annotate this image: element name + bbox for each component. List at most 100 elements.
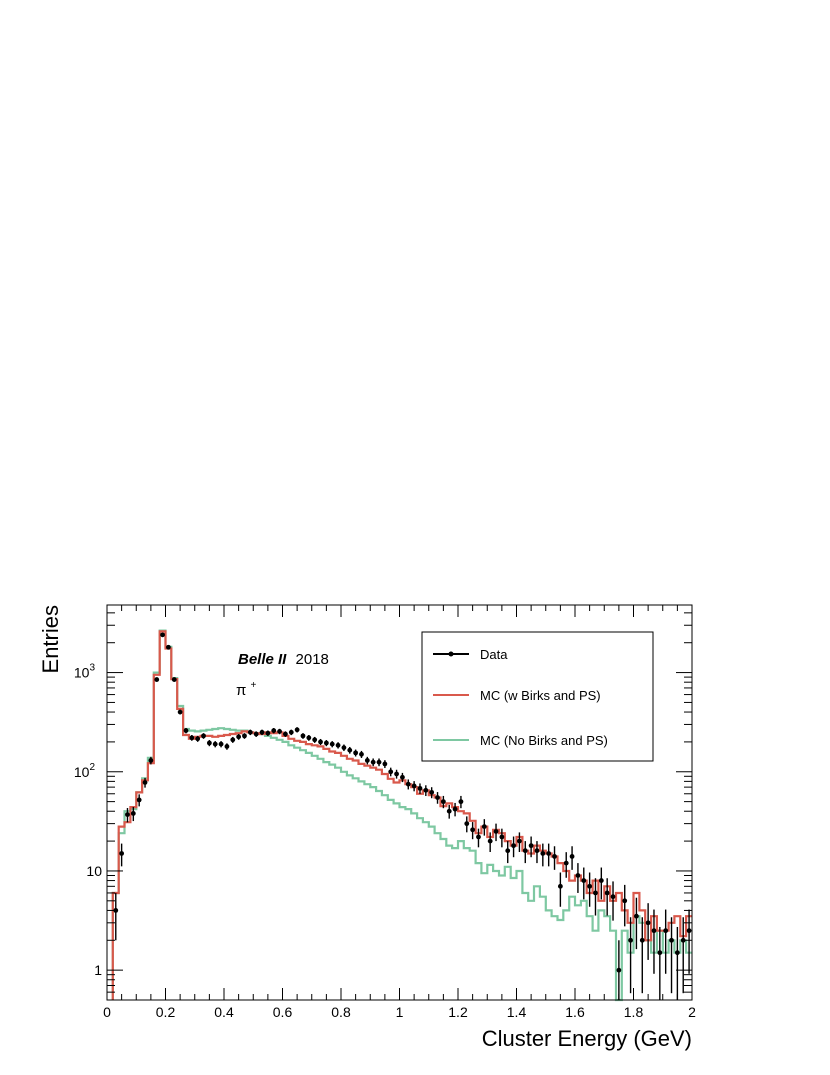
point-marker — [283, 731, 288, 737]
data-point — [528, 836, 534, 858]
point-marker — [669, 937, 674, 943]
point-marker — [359, 751, 364, 757]
data-point — [242, 733, 247, 739]
mc-histograms — [111, 629, 692, 1002]
point-marker — [563, 860, 569, 866]
data-point — [622, 884, 628, 927]
point-marker — [201, 733, 206, 739]
data-point — [593, 878, 598, 916]
data-point — [429, 787, 435, 799]
point-marker — [154, 677, 160, 682]
data-point — [329, 741, 335, 748]
x-tick-label: 1.2 — [448, 1004, 468, 1020]
data-point — [364, 756, 370, 765]
data-point — [552, 846, 557, 870]
data-point — [610, 881, 616, 921]
x-tick-label: 0 — [103, 1004, 111, 1020]
point-marker — [242, 733, 247, 739]
data-point — [587, 872, 593, 907]
data-point — [575, 863, 581, 893]
point-marker — [177, 709, 183, 715]
point-marker — [645, 920, 651, 926]
point-marker — [440, 799, 446, 805]
data-point — [247, 729, 253, 736]
data-point — [148, 756, 154, 765]
data-point — [277, 728, 282, 735]
histogram-mc-no-birks — [111, 629, 692, 1002]
data-point — [400, 772, 405, 783]
y-tick-label: 103 — [74, 663, 96, 681]
data-point — [405, 779, 411, 790]
data-point — [166, 644, 171, 650]
point-marker — [247, 729, 253, 735]
point-marker — [341, 745, 347, 751]
point-marker — [622, 898, 628, 904]
data-point — [511, 836, 516, 858]
data-point — [534, 841, 540, 864]
point-marker — [382, 761, 388, 767]
point-marker — [552, 854, 557, 859]
x-tick-label: 0.8 — [331, 1004, 351, 1020]
point-marker — [253, 731, 259, 737]
data-point — [212, 741, 218, 748]
point-marker — [400, 774, 405, 780]
point-marker — [376, 759, 382, 765]
data-point — [335, 742, 341, 749]
point-marker — [335, 742, 341, 748]
point-marker — [540, 851, 546, 856]
point-marker — [329, 741, 335, 747]
data-point — [388, 767, 394, 777]
y-tick-exponent: 3 — [89, 663, 95, 674]
point-marker — [481, 824, 487, 829]
y-tick-exponent: 2 — [89, 762, 95, 773]
x-axis-title: Cluster Energy (GeV) — [482, 1026, 692, 1051]
y-tick-label: 10 — [86, 863, 102, 879]
point-marker — [212, 741, 218, 747]
x-tick-label: 0.6 — [273, 1004, 293, 1020]
y-tick-base: 1 — [94, 962, 102, 978]
data-point — [376, 758, 382, 767]
data-point — [423, 785, 429, 797]
particle-symbol: π — [236, 682, 246, 699]
data-point — [341, 744, 347, 752]
point-marker — [598, 878, 604, 883]
data-point — [499, 828, 505, 848]
x-tick-label: 1.6 — [565, 1004, 585, 1020]
x-tick-label: 1.4 — [507, 1004, 527, 1020]
point-marker — [142, 780, 148, 785]
data-points — [113, 632, 692, 1000]
point-marker — [405, 781, 411, 787]
point-marker — [113, 908, 119, 913]
y-axis-title: Entries — [38, 605, 63, 673]
data-point — [142, 777, 148, 788]
data-point — [464, 816, 470, 833]
data-point — [476, 828, 481, 848]
point-marker — [148, 758, 154, 763]
point-marker — [616, 967, 622, 973]
point-marker — [277, 729, 282, 734]
point-marker — [522, 848, 528, 854]
point-marker — [528, 843, 534, 849]
point-marker — [651, 928, 657, 934]
y-tick-base: 10 — [74, 764, 90, 780]
experiment-year: 2018 — [296, 651, 329, 668]
x-tick-label: 0.4 — [214, 1004, 234, 1020]
point-marker — [236, 734, 242, 740]
point-marker — [394, 771, 399, 777]
point-marker — [517, 838, 522, 844]
data-point — [651, 909, 657, 974]
point-marker — [569, 854, 575, 859]
data-point — [312, 736, 318, 743]
point-marker — [470, 827, 476, 833]
point-marker — [674, 950, 680, 956]
data-point — [306, 734, 312, 741]
point-marker — [581, 878, 587, 883]
data-point — [686, 909, 692, 974]
point-marker — [476, 834, 481, 840]
data-point — [195, 735, 201, 742]
data-point — [634, 897, 639, 950]
data-point — [674, 926, 680, 1000]
data-point — [411, 781, 417, 792]
